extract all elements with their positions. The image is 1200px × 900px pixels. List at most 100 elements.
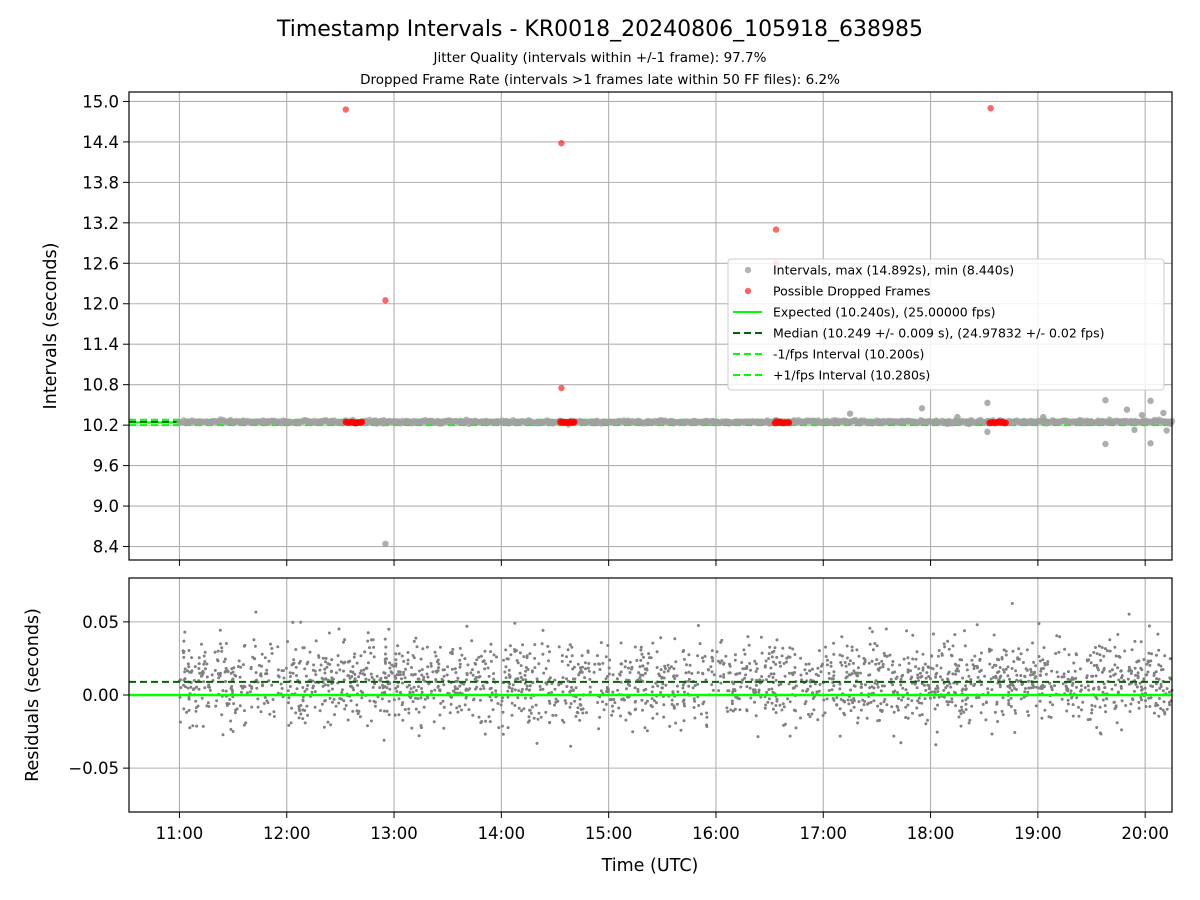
residual-point [368,646,371,650]
residual-point [474,687,478,691]
top-panel-frame [128,91,1173,561]
residual-point [361,691,365,695]
residual-point [768,645,772,649]
residual-point [788,734,792,738]
residual-point [450,652,454,656]
residual-point [580,654,584,658]
residual-point [379,709,383,712]
residual-point [970,658,974,662]
residual-point [954,704,958,708]
residual-point [683,690,686,694]
residual-point [327,631,331,635]
residual-point [1057,650,1061,654]
residual-point [950,697,954,701]
residual-point [383,690,387,694]
residual-point [904,705,908,709]
residual-point [189,685,193,689]
residual-point [641,664,645,668]
residual-point [203,650,207,654]
residual-point [458,704,462,708]
residual-point [237,659,241,663]
residual-point [889,677,893,681]
residual-point [334,704,338,708]
residual-point [439,701,443,705]
residual-point [495,655,498,659]
residual-point [733,653,737,657]
residual-point [1042,685,1046,689]
residual-point [881,662,885,666]
residual-point [880,659,884,663]
residual-point [442,674,446,678]
residual-point [351,665,355,669]
residual-point [930,690,934,694]
residual-point [183,630,187,634]
residual-point [920,701,924,705]
residual-point [619,641,623,645]
residual-point [178,720,182,724]
residual-point [1026,690,1030,694]
residual-point [856,671,859,675]
dropped-frame-2 [558,140,565,147]
residual-point [200,673,204,677]
residual-point [470,668,474,672]
residual-point [1069,689,1073,693]
residual-point [901,686,905,690]
residual-point [398,673,402,677]
residual-point [788,655,792,659]
residual-point [811,697,815,700]
residual-point [615,677,619,681]
residual-point [932,696,936,699]
residual-point [570,654,574,658]
residual-point [911,657,915,661]
residual-point [280,687,284,690]
residual-point [410,726,414,730]
residual-point [1037,686,1041,690]
residual-point [668,724,672,728]
residual-point [772,649,776,653]
residual-point [916,699,920,703]
residual-point [827,689,831,692]
residual-point [672,667,676,671]
residual-point [1038,673,1042,677]
interval-outlier-3 [954,413,961,421]
residual-point [224,666,228,670]
residual-point [506,695,510,699]
residual-point [949,685,953,689]
residual-point [541,628,545,632]
residual-point [383,676,387,680]
residual-point [624,718,628,722]
residual-point [394,652,398,656]
top-panel-x-ticks [178,560,1146,566]
residual-point [859,685,863,689]
residual-point [533,643,537,647]
residual-point [627,666,630,670]
residual-point [842,699,846,703]
bottom-panel-x-ticks: 11:00 12:00 13:00 14:00 15:00 16:00 17:00 18:00… [156,812,1169,843]
residual-point [292,658,296,662]
residual-point [722,675,726,679]
residual-point [342,669,345,673]
residual-point [491,708,495,712]
residual-point [719,681,723,685]
residual-point [230,685,234,688]
residual-point [804,662,808,666]
residual-point [692,706,696,709]
residual-point [464,678,468,682]
residual-point [928,686,932,690]
residual-point [835,703,839,707]
residual-point [1099,659,1103,662]
residual-point [400,654,404,658]
residual-point [517,689,521,693]
top-ytick-label-2: 9.6 [93,457,119,476]
residual-point [416,677,420,681]
residual-point [239,690,243,694]
residual-point [483,649,487,653]
residual-point [387,699,391,703]
residual-point [1123,649,1127,653]
residual-point [510,687,514,691]
residual-point [940,678,944,682]
residual-point [962,710,966,714]
residual-point [1095,726,1099,729]
residual-point [573,677,577,681]
residual-point [644,701,648,705]
